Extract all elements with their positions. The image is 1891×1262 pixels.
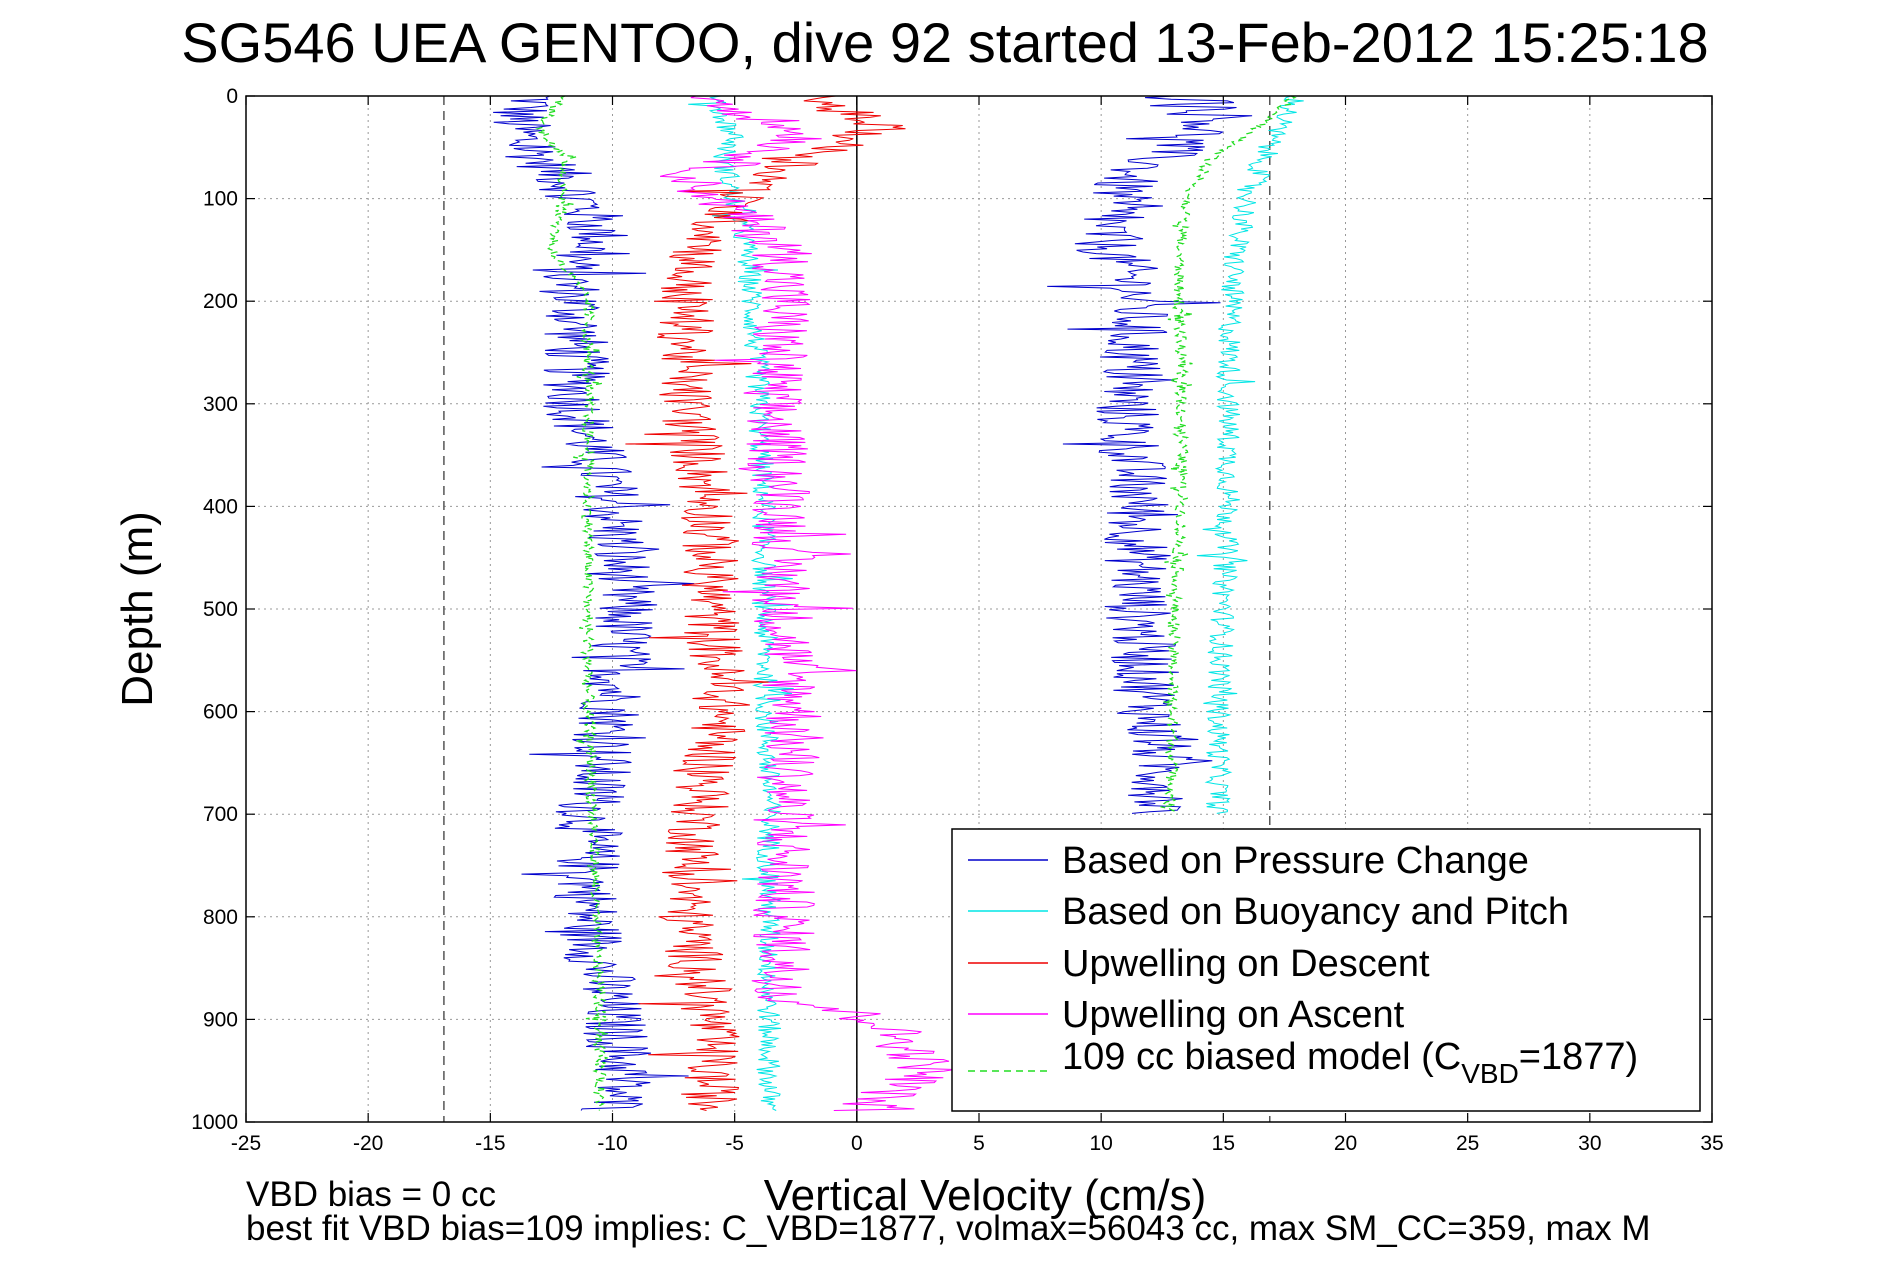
x-tick-label: 20 (1334, 1132, 1357, 1155)
series-lines (493, 95, 1304, 1111)
legend-label-descent: Upwelling on Descent (1062, 943, 1430, 985)
y-tick-label: 100 (203, 188, 238, 211)
x-tick-label: 0 (851, 1132, 863, 1155)
x-tick-label: -10 (597, 1132, 627, 1155)
vbd-bias-note: VBD bias = 0 cc (246, 1175, 496, 1214)
y-tick-label: 800 (203, 906, 238, 929)
legend-label-ascent: Upwelling on Ascent (1062, 994, 1405, 1036)
x-tick-label: 15 (1212, 1132, 1235, 1155)
x-tick-label: 25 (1456, 1132, 1479, 1155)
y-tick-label: 200 (203, 290, 238, 313)
series-based-on-pressure-change-segment-1 (1047, 95, 1253, 814)
legend-label-model: 109 cc biased model (CVBD=1877) (1062, 1036, 1638, 1089)
series-upwelling-on-ascent-segment-0 (659, 95, 955, 1111)
x-tick-label: 5 (973, 1132, 985, 1155)
x-tick-label: -20 (353, 1132, 383, 1155)
legend-label-buoyancy: Based on Buoyancy and Pitch (1062, 891, 1569, 933)
series-109-cc-biased-model-c-vbd-1877-segment-0 (535, 95, 609, 1111)
series-based-on-buoyancy-and-pitch-segment-0 (688, 95, 794, 1111)
y-tick-label: 400 (203, 495, 238, 518)
y-tick-label: 300 (203, 393, 238, 416)
x-tick-label: 10 (1089, 1132, 1112, 1155)
y-tick-label: 700 (203, 803, 238, 826)
x-axis-label: Vertical Velocity (cm/s) (764, 1171, 1207, 1220)
x-tick-label: -15 (475, 1132, 505, 1155)
x-tick-label: 30 (1578, 1132, 1601, 1155)
y-ticks: 0 100 200 300 400 500 600 700 800 900 1000 (191, 85, 1712, 1134)
y-axis-label: Depth (m) (113, 511, 162, 707)
y-tick-label: 1000 (191, 1111, 238, 1134)
y-tick-label: 600 (203, 701, 238, 724)
legend: Based on Pressure Change Based on Buoyan… (951, 828, 1701, 1112)
legend-label-model-main: 109 cc biased model (C (1062, 1036, 1461, 1078)
y-tick-label: 900 (203, 1008, 238, 1031)
best-fit-note: best fit VBD bias=109 implies: C_VBD=187… (246, 1209, 1651, 1248)
y-tick-label: 0 (226, 85, 238, 108)
y-tick-label: 500 (203, 598, 238, 621)
series-based-on-buoyancy-and-pitch-segment-1 (1196, 95, 1304, 814)
legend-label-model-subscript: VBD (1461, 1058, 1519, 1089)
series-upwelling-on-descent-segment-0 (625, 95, 906, 1111)
legend-label-model-suffix: =1877) (1519, 1036, 1638, 1078)
x-tick-label: -5 (725, 1132, 744, 1155)
x-tick-label: -25 (231, 1132, 261, 1155)
legend-box (951, 828, 1701, 1112)
chart-title: SG546 UEA GENTOO, dive 92 started 13-Feb… (181, 11, 1708, 74)
x-ticks: -25 -20 -15 -10 -5 0 5 10 15 20 25 30 35 (231, 96, 1724, 1155)
x-tick-label: 35 (1700, 1132, 1723, 1155)
legend-label-pressure: Based on Pressure Change (1062, 840, 1529, 882)
series-109-cc-biased-model-c-vbd-1877-segment-1 (1160, 95, 1297, 814)
series-based-on-pressure-change-segment-0 (493, 95, 695, 1111)
